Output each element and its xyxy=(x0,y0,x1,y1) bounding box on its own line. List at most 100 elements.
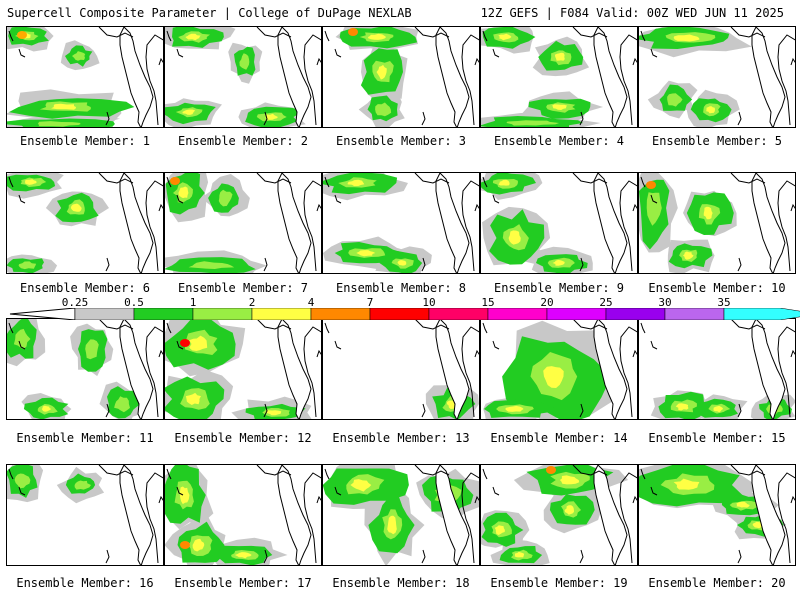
geography-outlines xyxy=(166,27,321,127)
scp-field-map xyxy=(7,27,163,127)
ensemble-member-map-4 xyxy=(480,26,638,128)
scp-field-map xyxy=(482,319,637,419)
scp-field-map xyxy=(640,319,795,419)
ensemble-member-label: Ensemble Member: 8 xyxy=(335,281,467,295)
colorbar-tick-label: 35 xyxy=(717,296,731,309)
scp-contour-high xyxy=(170,177,180,185)
colorbar-swatch xyxy=(251,308,312,320)
ensemble-member-map-8 xyxy=(322,172,480,274)
scp-contour-yellow xyxy=(182,33,278,120)
colorbar-swatches xyxy=(9,308,800,320)
ensemble-member-map-2 xyxy=(164,26,322,128)
geography-outlines xyxy=(8,27,163,127)
colorbar-tick-label: 30 xyxy=(658,296,672,309)
colorbar-tick-label: 1 xyxy=(189,296,197,309)
scp-field-map xyxy=(481,27,637,127)
scp-field-map xyxy=(7,319,163,419)
colorbar-tick-label: 2 xyxy=(248,296,256,309)
scp-contour-lightgreen xyxy=(175,31,287,122)
scp-contour-high xyxy=(180,541,190,549)
scp-contour-yellow xyxy=(675,403,724,413)
ensemble-member-map-14 xyxy=(480,318,638,420)
colorbar-swatch xyxy=(192,308,253,320)
ensemble-member-map-13 xyxy=(322,318,480,420)
model-run-info: 12Z GEFS | F084 Valid: 00Z WED JUN 11 20… xyxy=(480,6,784,20)
ensemble-member-label: Ensemble Member: 6 xyxy=(19,281,151,295)
scp-field-map xyxy=(165,465,321,565)
scp-field-map xyxy=(323,173,479,273)
colorbar-tick-label: 0.5 xyxy=(124,296,144,309)
colorbar-swatch xyxy=(428,308,489,320)
scp-contour-high xyxy=(646,181,656,189)
scp-contour-high xyxy=(348,28,358,36)
colorbar-tick-label: 20 xyxy=(540,296,554,309)
geography-outlines xyxy=(324,319,479,419)
scp-contour-yellow xyxy=(494,475,580,558)
ensemble-member-map-15 xyxy=(638,318,796,420)
colorbar-tick-label: 15 xyxy=(481,296,495,309)
scp-contour-yellow xyxy=(673,34,715,114)
ensemble-member-label: Ensemble Member: 5 xyxy=(651,134,783,148)
scp-contour-high xyxy=(180,339,190,347)
ensemble-member-map-9 xyxy=(480,172,638,274)
scp-field-map xyxy=(165,319,321,419)
colorbar-tick-label: 4 xyxy=(307,296,315,309)
geography-outlines xyxy=(482,27,637,127)
ensemble-member-map-20 xyxy=(638,464,796,566)
colorbar-swatch xyxy=(487,308,548,320)
geography-outlines xyxy=(324,173,479,273)
ensemble-member-map-5 xyxy=(638,26,796,128)
ensemble-member-label: Ensemble Member: 2 xyxy=(177,134,309,148)
geography-outlines xyxy=(166,465,321,565)
scp-contour-yellow xyxy=(498,179,565,266)
scp-field-map xyxy=(639,465,795,565)
geography-outlines xyxy=(8,173,163,273)
scp-field-map xyxy=(165,173,321,273)
scp-field-map xyxy=(165,27,321,127)
colorbar-tick-label: 10 xyxy=(422,296,436,309)
geography-outlines xyxy=(640,173,795,273)
ensemble-member-map-17 xyxy=(164,464,322,566)
geography-outlines xyxy=(482,319,637,419)
ensemble-member-label: Ensemble Member: 18 xyxy=(332,576,470,590)
geography-outlines xyxy=(482,465,637,565)
scp-contour-yellow xyxy=(178,186,189,199)
scp-contour-yellow xyxy=(683,206,713,260)
colorbar-tick-labels: 0.25 0.5 1 2 4 7 10 15 20 25 30 35 xyxy=(0,296,800,309)
geography-outlines xyxy=(482,173,637,273)
scp-contour-yellow xyxy=(41,405,52,412)
scp-contour-green xyxy=(165,465,273,565)
colorbar-swatch xyxy=(369,308,430,320)
ensemble-member-label: Ensemble Member: 11 xyxy=(16,431,154,445)
geography-outlines xyxy=(640,465,795,565)
colorbar-tick-label: 7 xyxy=(366,296,374,309)
colorbar-tick-label: 0.25 xyxy=(61,296,89,309)
ensemble-member-map-10 xyxy=(638,172,796,274)
geography-outlines xyxy=(324,27,479,127)
scp-field-map xyxy=(639,27,795,127)
ensemble-member-map-16 xyxy=(6,464,164,566)
ensemble-member-label: Ensemble Member: 12 xyxy=(174,431,312,445)
ensemble-member-label: Ensemble Member: 1 xyxy=(19,134,151,148)
scp-field-map xyxy=(7,173,163,273)
geography-outlines xyxy=(8,465,163,565)
scp-field-map xyxy=(323,465,479,565)
scp-contour-lightgreen xyxy=(14,473,91,490)
ensemble-member-map-18 xyxy=(322,464,480,566)
scp-contour-yellow xyxy=(347,179,407,266)
ensemble-member-label: Ensemble Member: 3 xyxy=(335,134,467,148)
scp-contour-yellow xyxy=(673,478,763,529)
colorbar-swatch xyxy=(664,308,725,320)
ensemble-member-map-3 xyxy=(322,26,480,128)
geography-outlines xyxy=(166,319,321,419)
colorbar-swatch xyxy=(74,308,135,320)
ensemble-member-label: Ensemble Member: 9 xyxy=(493,281,625,295)
geography-outlines xyxy=(640,27,795,127)
geography-outlines xyxy=(166,173,321,273)
ensemble-member-label: Ensemble Member: 14 xyxy=(490,431,628,445)
ensemble-member-label: Ensemble Member: 20 xyxy=(648,576,786,590)
scp-contour-yellow xyxy=(185,335,282,416)
page-title: Supercell Composite Parameter | College … xyxy=(7,6,412,20)
scp-contour-yellow xyxy=(24,179,82,212)
colorbar-tick-label: 25 xyxy=(599,296,613,309)
